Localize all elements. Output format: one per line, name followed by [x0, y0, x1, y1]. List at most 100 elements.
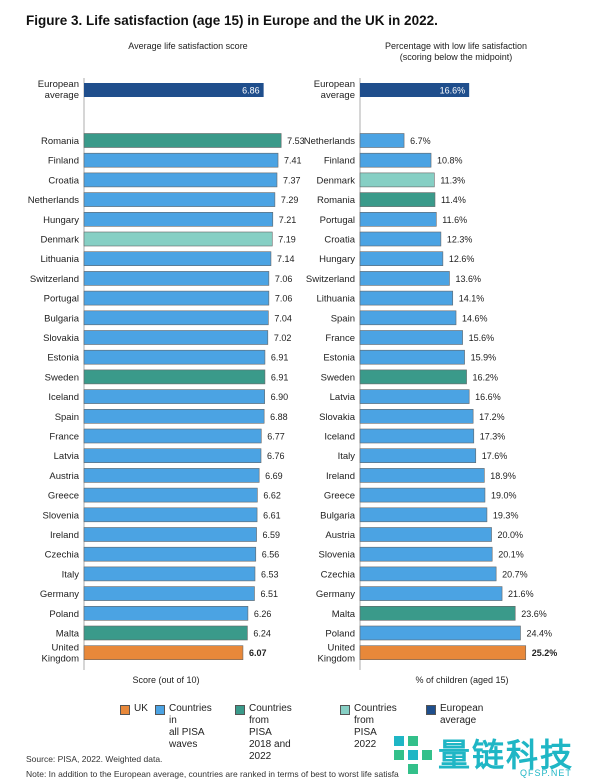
ranking-note: Note: In addition to the European averag… [26, 769, 399, 779]
bar-ireland [359, 468, 485, 483]
bar-denmark [83, 231, 273, 247]
legend-swatch-european-average [426, 705, 436, 715]
category-label-sweden: Sweden [45, 372, 79, 383]
bar-austria [359, 527, 492, 542]
category-label-italy: Italy [62, 569, 80, 580]
category-label-switzerland: Switzerland [306, 274, 355, 285]
category-label-italy: Italy [338, 451, 356, 462]
bar-spain [359, 310, 457, 326]
value-label-switzerland: 13.6% [455, 274, 481, 284]
bar-slovakia [83, 330, 269, 345]
bar-switzerland [83, 271, 270, 286]
value-label-switzerland: 7.06 [275, 274, 293, 284]
value-label-slovakia: 7.02 [274, 333, 292, 343]
bar-latvia [359, 389, 470, 404]
bar-germany [359, 586, 503, 601]
category-label-lithuania: Lithuania [316, 294, 355, 305]
category-label-latvia: Latvia [330, 392, 356, 403]
bar-slovakia [359, 408, 474, 424]
bar-germany [83, 586, 255, 601]
bar-ireland [83, 527, 257, 542]
category-label-ireland: Ireland [326, 471, 355, 482]
bar-finland [359, 152, 432, 168]
legend-label-pisa-2022: Countries from PISA 2022 [354, 703, 397, 750]
average-label: European average [38, 79, 79, 101]
bar-france [359, 330, 463, 345]
value-label-romania: 11.4% [441, 195, 466, 205]
panel-title-line: (scoring below the midpoint) [400, 52, 513, 62]
value-label-sweden: 16.2% [473, 372, 499, 382]
bar-czechia [359, 566, 497, 582]
value-label-hungary: 12.6% [449, 254, 475, 264]
category-label-estonia: Estonia [47, 353, 79, 364]
value-label-czechia: 20.7% [502, 569, 528, 579]
value-label-ireland: 18.9% [490, 471, 516, 481]
value-label-slovenia: 6.61 [263, 510, 281, 520]
category-label-line: United [328, 643, 355, 654]
value-label-netherlands: 7.29 [281, 195, 299, 205]
value-label-spain: 14.6% [462, 313, 488, 323]
value-label-ireland: 6.59 [263, 530, 281, 540]
watermark-logo-icon [394, 736, 432, 774]
bar-denmark [359, 172, 435, 188]
notes: Source: PISA, 2022. Weighted data. Note:… [26, 752, 399, 782]
value-label-netherlands: 6.7% [410, 136, 431, 146]
category-label-line: Kingdom [318, 654, 356, 665]
category-label-malta: Malta [332, 609, 356, 620]
value-label-germany: 6.51 [260, 589, 278, 599]
value-label-czechia: 6.56 [262, 550, 280, 560]
bar-italy [83, 566, 256, 582]
category-label-line: United [52, 643, 79, 654]
value-label-slovenia: 20.1% [498, 550, 524, 560]
category-label-spain: Spain [55, 412, 79, 423]
category-label-lithuania: Lithuania [40, 254, 79, 265]
value-label-iceland: 17.3% [480, 432, 506, 442]
value-label-united-kingdom: 25.2% [532, 648, 558, 658]
value-label-france: 15.6% [469, 333, 495, 343]
value-label-greece: 19.0% [491, 491, 517, 501]
watermark-subtext: QFSP.NET [520, 768, 572, 778]
panel-title-line: Percentage with low life satisfaction [385, 41, 527, 51]
legend-swatch-all-pisa-waves [155, 705, 165, 715]
category-label-ireland: Ireland [50, 530, 79, 541]
legend-label-uk: UK [134, 703, 148, 714]
value-label-poland: 6.26 [254, 609, 272, 619]
bar-portugal [83, 290, 270, 306]
bar-united-kingdom [83, 645, 244, 661]
category-label-poland: Poland [325, 629, 355, 640]
category-label-greece: Greece [48, 491, 79, 502]
value-label-slovakia: 17.2% [479, 412, 505, 422]
value-label-malta: 23.6% [521, 609, 547, 619]
category-label-portugal: Portugal [320, 215, 355, 226]
value-label-finland: 7.41 [284, 156, 302, 166]
category-label-united-kingdom: United Kingdom [42, 643, 80, 665]
value-label-iceland: 6.90 [271, 392, 289, 402]
average-value-label: 16.6% [440, 86, 466, 96]
category-label-estonia: Estonia [323, 353, 355, 364]
category-label-slovenia: Slovenia [319, 550, 356, 561]
bar-iceland [83, 389, 265, 404]
value-label-latvia: 16.6% [475, 392, 501, 402]
average-bar [360, 83, 470, 97]
bar-netherlands [83, 192, 276, 207]
category-label-poland: Poland [49, 609, 79, 620]
value-label-bulgaria: 19.3% [493, 510, 519, 520]
category-label-germany: Germany [316, 589, 355, 600]
category-label-finland: Finland [324, 156, 355, 167]
average-label-line: European [38, 79, 79, 90]
average-label-line: average [321, 90, 355, 101]
value-label-france: 6.77 [267, 432, 285, 442]
category-label-austria: Austria [49, 471, 79, 482]
category-label-latvia: Latvia [54, 451, 80, 462]
bar-france [83, 428, 262, 444]
category-label-sweden: Sweden [321, 372, 355, 383]
average-bar [84, 83, 264, 97]
category-label-slovakia: Slovakia [319, 412, 356, 423]
legend-label-european-average: European average [440, 703, 484, 726]
bar-slovenia [83, 507, 258, 523]
bar-italy [359, 448, 477, 464]
legend-label-pisa-2018-2022: Countries from PISA 2018 and 2022 [249, 703, 292, 762]
value-label-romania: 7.53 [287, 136, 305, 146]
bar-united-kingdom [359, 645, 527, 661]
legend-swatch-uk [120, 705, 130, 715]
